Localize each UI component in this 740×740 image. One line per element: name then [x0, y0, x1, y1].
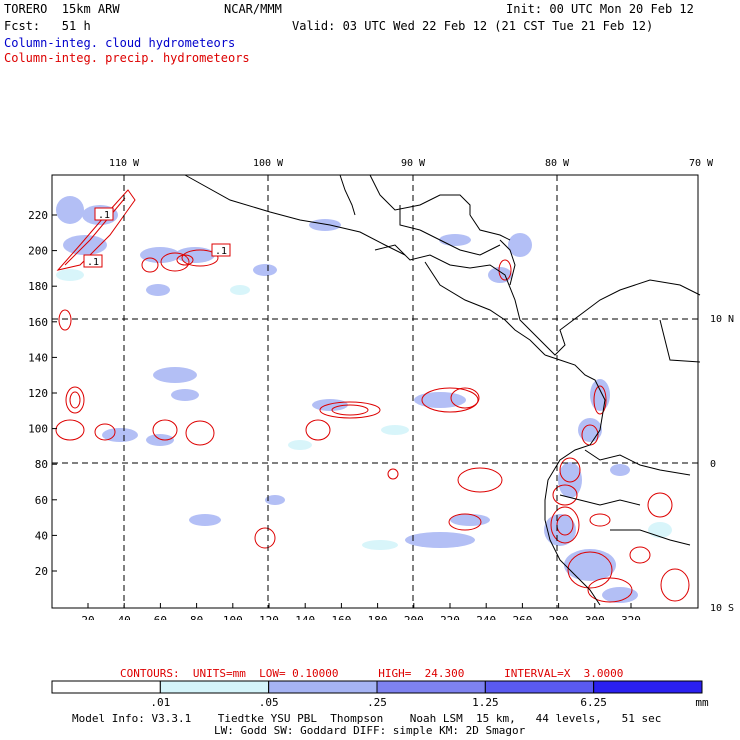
x-tick-label: 300 — [585, 614, 605, 620]
x-tick-label: 240 — [476, 614, 496, 620]
x-tick-label: 320 — [621, 614, 641, 620]
lon-label-70w: 70 W — [689, 158, 714, 169]
x-tick-label: 140 — [295, 614, 315, 620]
y-axis: 20 40 60 80 100 120 140 160 180 200 220 — [28, 209, 57, 578]
map-frame — [51, 174, 699, 609]
model-title: TORERO 15km ARW — [4, 2, 120, 16]
x-tick-label: 100 — [223, 614, 243, 620]
legend-label: 1.25 — [472, 696, 499, 709]
legend-swatch — [159, 680, 270, 694]
legend-swatch — [484, 680, 595, 694]
init-time: Init: 00 UTC Mon 20 Feb 12 — [506, 2, 694, 16]
y-tick-label: 60 — [35, 494, 48, 507]
model-info: Model Info: V3.3.1 Tiedtke YSU PBL Thomp… — [72, 712, 662, 725]
x-tick-label: 120 — [259, 614, 279, 620]
x-tick-label: 280 — [549, 614, 569, 620]
physics-info: LW: Godd SW: Goddard DIFF: simple KM: 2D… — [214, 724, 526, 737]
legend-colorbar: .01 .05 .25 1.25 6.25 mm — [51, 680, 709, 709]
legend-unit: mm — [695, 696, 709, 709]
y-tick-label: 180 — [28, 280, 48, 293]
lat-label-0: 0 — [710, 459, 716, 470]
contours-summary: CONTOURS: UNITS=mm LOW= 0.10000 HIGH= 24… — [120, 667, 624, 680]
x-tick-label: 60 — [154, 614, 167, 620]
x-tick-label: 260 — [512, 614, 532, 620]
svg-text:.1: .1 — [98, 210, 110, 221]
x-tick-label: 220 — [440, 614, 460, 620]
lon-label-80w: 80 W — [545, 158, 570, 169]
y-tick-label: 80 — [35, 458, 48, 471]
lat-label-10n: 10 N — [710, 314, 734, 325]
graticule — [52, 175, 698, 608]
contour-label-box-3: .1 — [211, 243, 231, 257]
x-tick-label: 80 — [190, 614, 203, 620]
x-axis: 20 40 60 80 100 120 140 160 180 200 220 240 260 280 30… — [81, 603, 641, 620]
cloud-field-label: Column-integ. cloud hydrometeors — [4, 36, 236, 50]
forecast-hour: Fcst: 51 h — [4, 19, 91, 33]
y-tick-label: 140 — [28, 351, 48, 364]
valid-time: Valid: 03 UTC Wed 22 Feb 12 (21 CST Tue … — [292, 19, 654, 33]
legend-label: .01 — [150, 696, 170, 709]
legend-swatch — [593, 680, 703, 694]
y-tick-label: 100 — [28, 423, 48, 436]
coastlines — [184, 174, 701, 606]
precip-field-label: Column-integ. precip. hydrometeors — [4, 51, 250, 65]
svg-text:.1: .1 — [215, 246, 227, 257]
lon-label-90w: 90 W — [401, 158, 426, 169]
legend-swatch — [268, 680, 378, 694]
organization-label: NCAR/MMM — [224, 2, 282, 16]
y-tick-label: 160 — [28, 316, 48, 329]
contour-label-box-1: .1 — [94, 207, 114, 221]
y-tick-label: 120 — [28, 387, 48, 400]
y-tick-label: 220 — [28, 209, 48, 222]
legend-label: .05 — [259, 696, 279, 709]
x-tick-label: 160 — [331, 614, 351, 620]
contour-label-box-2: .1 — [83, 254, 103, 268]
x-tick-label: 200 — [404, 614, 424, 620]
cloud-shading-light — [56, 269, 672, 550]
legend-swatch — [51, 680, 161, 694]
lat-label-10s: 10 S — [710, 603, 734, 614]
x-tick-label: 40 — [118, 614, 131, 620]
y-tick-label: 40 — [35, 529, 48, 542]
legend-label: 6.25 — [580, 696, 607, 709]
x-tick-label: 180 — [368, 614, 388, 620]
legend-swatch — [376, 680, 486, 694]
map-plot: 110 W 100 W 90 W 80 W 70 W 10 N 0 10 S — [28, 158, 734, 620]
svg-text:.1: .1 — [87, 257, 99, 268]
legend-label: .25 — [367, 696, 387, 709]
lon-label-110w: 110 W — [109, 158, 140, 169]
x-tick-label: 20 — [81, 614, 94, 620]
y-tick-label: 20 — [35, 565, 48, 578]
y-tick-label: 200 — [28, 245, 48, 258]
lon-label-100w: 100 W — [253, 158, 284, 169]
